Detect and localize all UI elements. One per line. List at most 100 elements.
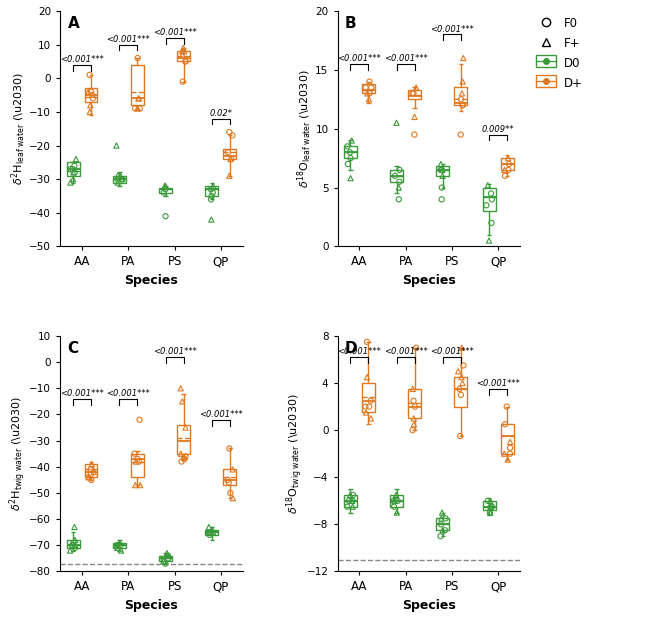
Point: [344, 147, 355, 157]
Point: [68, 168, 79, 178]
Bar: [454, 87, 467, 105]
Point: [177, 396, 187, 406]
Point: [88, 467, 99, 477]
Point: [134, 93, 144, 103]
Point: [345, 153, 356, 163]
Point: [362, 89, 372, 98]
X-axis label: Species: Species: [125, 274, 178, 287]
Point: [133, 454, 143, 464]
Point: [206, 194, 216, 204]
Point: [207, 191, 217, 201]
Point: [112, 543, 122, 553]
Text: <0.001***: <0.001***: [337, 54, 382, 63]
Point: [345, 490, 356, 500]
Point: [116, 545, 126, 555]
Y-axis label: $\delta^{2}$H$_\mathrm{leaf\ water}$ (\u2030): $\delta^{2}$H$_\mathrm{leaf\ water}$ (\u…: [10, 72, 28, 185]
Point: [176, 383, 186, 393]
Point: [114, 538, 125, 548]
Point: [68, 174, 78, 184]
Point: [203, 522, 214, 532]
Point: [176, 449, 186, 459]
Point: [223, 147, 233, 157]
Point: [207, 525, 217, 535]
Point: [71, 154, 81, 164]
Point: [487, 502, 497, 512]
Point: [160, 184, 170, 194]
Text: <0.001***: <0.001***: [430, 347, 474, 356]
Bar: [500, 424, 514, 454]
Point: [177, 77, 188, 87]
Legend: F0, F+, D0, D+: F0, F+, D0, D+: [530, 12, 588, 95]
Point: [503, 153, 514, 163]
Point: [456, 94, 466, 104]
Point: [458, 77, 468, 87]
Text: <0.001***: <0.001***: [384, 347, 428, 356]
Point: [389, 496, 399, 506]
Point: [361, 82, 371, 92]
Point: [410, 112, 420, 122]
Point: [458, 100, 468, 110]
Point: [408, 89, 419, 98]
Point: [67, 540, 77, 550]
Bar: [437, 519, 449, 530]
Point: [485, 508, 495, 517]
Point: [361, 407, 371, 417]
Point: [84, 70, 95, 80]
Bar: [159, 556, 172, 561]
Point: [159, 556, 169, 566]
Point: [411, 82, 421, 92]
Point: [347, 496, 358, 506]
Point: [362, 372, 372, 382]
Point: [206, 184, 216, 194]
Point: [409, 419, 419, 429]
Point: [456, 390, 466, 400]
Point: [86, 459, 97, 469]
Point: [345, 173, 356, 183]
Point: [88, 464, 98, 474]
Point: [117, 174, 127, 184]
Point: [162, 551, 173, 561]
Point: [437, 171, 448, 181]
Point: [85, 464, 96, 474]
Point: [486, 189, 496, 199]
Point: [365, 396, 376, 405]
Point: [342, 141, 352, 151]
Point: [410, 402, 420, 412]
Point: [411, 343, 421, 353]
Point: [343, 159, 353, 169]
Bar: [500, 158, 514, 170]
Bar: [362, 84, 375, 93]
Point: [389, 496, 400, 506]
Point: [366, 82, 376, 92]
Point: [364, 402, 374, 412]
Bar: [224, 469, 236, 485]
Point: [180, 423, 190, 433]
Point: [436, 159, 446, 169]
Point: [227, 131, 237, 141]
Point: [484, 236, 494, 246]
Point: [437, 165, 447, 175]
Text: 0.009**: 0.009**: [482, 124, 514, 134]
Point: [500, 171, 510, 181]
Point: [179, 46, 189, 56]
Point: [440, 526, 450, 535]
Text: <0.001***: <0.001***: [476, 379, 520, 388]
Bar: [224, 149, 236, 159]
Point: [436, 531, 446, 541]
Point: [482, 180, 493, 190]
Point: [346, 136, 357, 145]
Point: [342, 502, 352, 512]
Point: [83, 472, 94, 482]
Bar: [177, 51, 190, 61]
Point: [502, 454, 513, 464]
Point: [180, 451, 190, 461]
Point: [206, 215, 216, 225]
Point: [408, 425, 418, 435]
Bar: [437, 167, 449, 176]
Point: [84, 472, 94, 482]
Text: A: A: [68, 15, 79, 31]
Point: [70, 168, 80, 178]
Point: [135, 480, 146, 490]
Point: [68, 164, 78, 174]
Text: <0.001***: <0.001***: [153, 347, 196, 356]
